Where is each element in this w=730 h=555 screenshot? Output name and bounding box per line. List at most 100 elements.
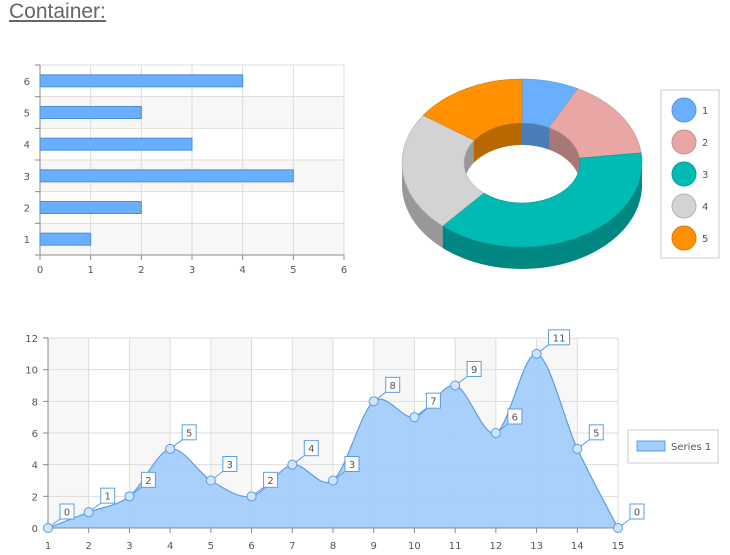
pie-legend-label: 1	[702, 106, 708, 117]
data-point	[43, 523, 53, 533]
data-label-box	[385, 376, 401, 393]
data-point	[450, 380, 461, 391]
data-point	[246, 491, 257, 502]
data-point	[328, 475, 338, 486]
area-y-tick-label: 12	[25, 334, 38, 345]
pie-legend-label: 4	[702, 202, 708, 213]
pie-legend-marker	[671, 129, 697, 155]
data-label: 2	[145, 476, 151, 487]
area-x-tick-label: 5	[208, 541, 214, 552]
bar-category-label: 6	[24, 77, 30, 88]
bar	[39, 169, 294, 183]
data-point	[572, 443, 583, 454]
data-point	[531, 348, 542, 359]
data-label: 0	[634, 508, 640, 519]
data-label-box	[588, 424, 604, 441]
data-label: 7	[430, 397, 436, 408]
area-x-tick-label: 14	[571, 541, 584, 552]
area-y-tick-label: 10	[25, 366, 38, 377]
area-x-tick-label: 6	[248, 541, 254, 552]
area-x-tick-label: 2	[86, 541, 92, 552]
data-label-box	[548, 329, 571, 346]
bar-category-label: 2	[24, 204, 30, 215]
data-label: 2	[267, 476, 273, 487]
bar	[39, 137, 193, 151]
area-x-tick-label: 9	[371, 541, 377, 552]
data-label: 4	[308, 444, 314, 455]
area-x-tick-label: 13	[530, 541, 543, 552]
data-point	[409, 412, 420, 423]
data-label: 3	[227, 460, 233, 471]
pie-legend-marker	[671, 97, 697, 123]
data-label: 0	[64, 508, 70, 519]
data-label-box	[59, 503, 75, 520]
area-y-tick-label: 2	[32, 492, 38, 503]
area-legend-label: Series 1	[671, 442, 711, 453]
data-label-box	[100, 487, 116, 504]
donut-slice	[422, 78, 523, 141]
area-x-tick-label: 11	[449, 541, 462, 552]
area-legend-marker	[636, 440, 666, 452]
pie-legend-label: 5	[702, 234, 708, 245]
data-point	[165, 443, 176, 454]
data-label: 8	[390, 381, 396, 392]
bar-x-tick-label: 2	[138, 265, 144, 276]
area-x-tick-label: 1	[45, 541, 51, 552]
area-y-tick-label: 6	[32, 429, 38, 440]
data-point	[287, 459, 298, 470]
data-point	[490, 428, 501, 438]
pie-legend-label: 2	[702, 138, 708, 149]
data-label: 9	[471, 365, 477, 376]
data-label-box	[425, 392, 441, 409]
bar-category-label: 4	[24, 140, 30, 151]
page-title: Container:	[9, 0, 106, 23]
bar-category-label: 1	[24, 235, 30, 246]
data-label-box	[222, 456, 238, 472]
data-label-box	[140, 471, 156, 488]
area-x-tick-label: 7	[289, 541, 295, 552]
data-label-box	[303, 440, 319, 457]
donut-slice	[401, 114, 485, 227]
data-label-box	[629, 503, 645, 520]
donut-slice	[441, 152, 643, 248]
data-point	[368, 396, 379, 407]
area-y-tick-label: 4	[32, 461, 38, 472]
area-x-tick-label: 8	[330, 541, 336, 552]
data-label-box	[344, 456, 360, 472]
data-label: 6	[512, 413, 518, 424]
pie-legend-marker	[671, 193, 697, 219]
pie-legend-marker	[671, 225, 697, 251]
bar-x-tick-label: 4	[239, 265, 245, 276]
data-point	[613, 523, 623, 533]
bar-x-tick-label: 5	[290, 265, 296, 276]
bar-category-label: 5	[24, 109, 30, 120]
pie-legend-label: 3	[702, 170, 708, 181]
area-y-tick-label: 8	[32, 397, 38, 408]
area-x-tick-label: 10	[408, 541, 421, 552]
bar-x-tick-label: 1	[87, 265, 93, 276]
area-x-tick-label: 12	[489, 541, 502, 552]
data-point	[124, 491, 135, 502]
data-label: 3	[349, 460, 355, 471]
data-point	[205, 475, 216, 486]
area-x-tick-label: 15	[612, 541, 625, 552]
data-label: 11	[553, 333, 566, 344]
bar-x-tick-label: 0	[37, 265, 43, 276]
bar-x-tick-label: 6	[341, 265, 347, 276]
bar	[39, 74, 244, 88]
data-label-box	[263, 471, 279, 488]
area-x-tick-label: 4	[167, 541, 173, 552]
data-label-box	[507, 408, 523, 425]
bar-x-tick-label: 3	[189, 265, 195, 276]
area-fill	[48, 353, 618, 528]
area-x-tick-label: 3	[126, 541, 132, 552]
bar-category-label: 3	[24, 172, 30, 183]
data-point	[83, 507, 94, 518]
data-label-box	[466, 361, 482, 377]
area-y-tick-label: 0	[32, 524, 38, 535]
bar	[39, 106, 142, 119]
data-label: 5	[593, 428, 599, 439]
data-label: 1	[105, 492, 111, 503]
bar	[39, 201, 142, 214]
